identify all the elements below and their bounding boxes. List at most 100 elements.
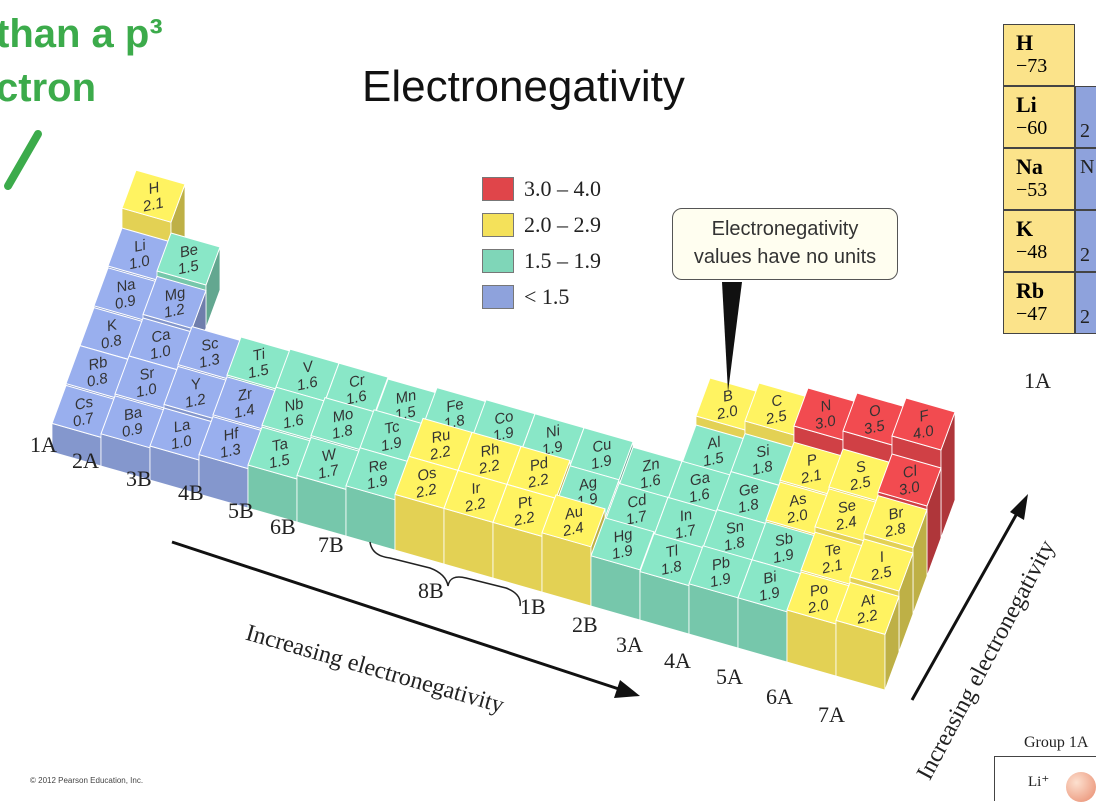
- element-symbol: Te: [823, 540, 842, 560]
- cell-symbol: Na: [1016, 154, 1043, 179]
- group-heading: Group 1A: [1024, 734, 1089, 751]
- element-value: 2.1: [140, 194, 165, 215]
- cell-value: −60: [1016, 117, 1048, 139]
- element-symbol: Ni: [544, 422, 562, 442]
- block-top-face: [541, 494, 606, 548]
- element-value: 0.9: [113, 292, 138, 313]
- element-symbol: Mg: [163, 284, 188, 305]
- table-cell-partial: 2: [1075, 210, 1096, 272]
- element-value: 2.2: [525, 471, 551, 492]
- element-symbol: Os: [416, 464, 439, 485]
- element-symbol: Zr: [235, 385, 254, 405]
- element-value: 1.8: [722, 534, 747, 555]
- element-symbol: Ba: [122, 404, 143, 424]
- element-value: 2.1: [798, 466, 823, 487]
- element-symbol: Cl: [901, 462, 919, 482]
- group-label-5a: 5A: [716, 664, 743, 689]
- green-check-mark: [4, 130, 42, 190]
- element-block-la: La1.0: [149, 407, 214, 495]
- element-value: 1.6: [687, 485, 712, 506]
- element-value: 1.9: [757, 584, 782, 605]
- element-symbol: Po: [808, 580, 829, 600]
- group-8b-brace: [369, 541, 521, 607]
- cell-symbol: K: [1016, 216, 1034, 241]
- element-symbol: Zn: [640, 455, 662, 475]
- element-value: 1.3: [197, 351, 222, 372]
- element-symbol: W: [320, 445, 339, 465]
- element-symbol: Cs: [73, 393, 95, 414]
- cell-symbol: H: [1016, 30, 1034, 55]
- element-symbol: Fe: [445, 396, 466, 416]
- ion-sphere-icon: [1066, 772, 1096, 802]
- element-symbol: Sc: [200, 335, 221, 355]
- element-value: 1.9: [365, 472, 390, 493]
- element-symbol: Cu: [591, 436, 614, 457]
- element-symbol: I: [878, 549, 886, 566]
- element-value: 1.3: [218, 441, 243, 462]
- block-top-face: [121, 169, 186, 223]
- element-value: 2.8: [882, 520, 908, 541]
- element-value: 1.7: [316, 462, 341, 483]
- element-value: 2.2: [476, 457, 502, 478]
- element-symbol: Ga: [688, 469, 711, 490]
- group-label-5b: 5B: [228, 498, 254, 523]
- element-value: 2.5: [847, 473, 873, 494]
- block-top-face: [849, 538, 914, 592]
- element-value: 1.6: [344, 387, 369, 408]
- group-label-7b: 7B: [318, 532, 344, 557]
- block-top-face: [877, 453, 942, 507]
- element-value: 1.8: [736, 496, 761, 517]
- element-symbol: Bi: [762, 568, 779, 588]
- group-label-4b: 4B: [178, 480, 204, 505]
- element-value: 2.2: [413, 481, 439, 502]
- element-value: 1.4: [232, 401, 256, 422]
- block-top-face: [156, 232, 221, 286]
- element-symbol: At: [858, 591, 877, 611]
- element-value: 0.7: [71, 410, 96, 431]
- element-value: 1.9: [708, 570, 733, 591]
- table-cell: H −73: [1003, 24, 1075, 86]
- table-cell-partial: 2: [1075, 272, 1096, 334]
- element-symbol: N: [819, 397, 833, 416]
- element-value: 1.5: [701, 449, 726, 470]
- element-symbol: S: [854, 458, 867, 477]
- element-value: 1.5: [246, 361, 271, 382]
- element-symbol: Al: [705, 433, 723, 453]
- cell-fragment: 2: [1080, 306, 1090, 328]
- element-value: 2.0: [784, 506, 810, 527]
- legend-item: 1.5 – 1.9: [482, 248, 601, 274]
- element-symbol: Ti: [251, 346, 267, 365]
- element-symbol: As: [787, 490, 809, 511]
- ion-label: Li⁺: [1028, 774, 1050, 790]
- heading-fragment-1: than a p³: [0, 12, 163, 56]
- element-symbol: Ge: [737, 479, 760, 500]
- element-symbol: Nb: [283, 395, 305, 416]
- legend-swatch-blue: [482, 285, 514, 309]
- element-symbol: Tc: [383, 418, 402, 438]
- element-value: 1.0: [148, 342, 173, 363]
- element-value: 2.5: [763, 407, 789, 428]
- element-symbol: O: [867, 402, 882, 421]
- element-value: 2.1: [819, 556, 844, 577]
- element-symbol: P: [805, 451, 818, 470]
- element-value: 1.2: [183, 391, 208, 412]
- element-symbol: Hg: [612, 526, 635, 547]
- element-symbol: Hf: [222, 425, 242, 445]
- callout-pointer: [722, 282, 742, 392]
- element-symbol: Ta: [270, 435, 289, 455]
- element-symbol: Ag: [576, 474, 599, 495]
- element-symbol: Sb: [773, 530, 794, 550]
- element-value: 1.7: [673, 522, 698, 543]
- element-value: 2.2: [511, 509, 537, 530]
- element-value: 2.2: [427, 443, 453, 464]
- element-value: 1.6: [295, 373, 320, 394]
- legend-swatch-teal: [482, 249, 514, 273]
- element-symbol: Be: [178, 241, 199, 261]
- element-symbol: Mn: [394, 387, 418, 408]
- element-value: 1.8: [330, 422, 355, 443]
- element-symbol: Tl: [664, 542, 680, 561]
- element-symbol: Cd: [626, 491, 649, 512]
- element-symbol: C: [770, 392, 784, 411]
- group-label-4a: 4A: [664, 648, 691, 673]
